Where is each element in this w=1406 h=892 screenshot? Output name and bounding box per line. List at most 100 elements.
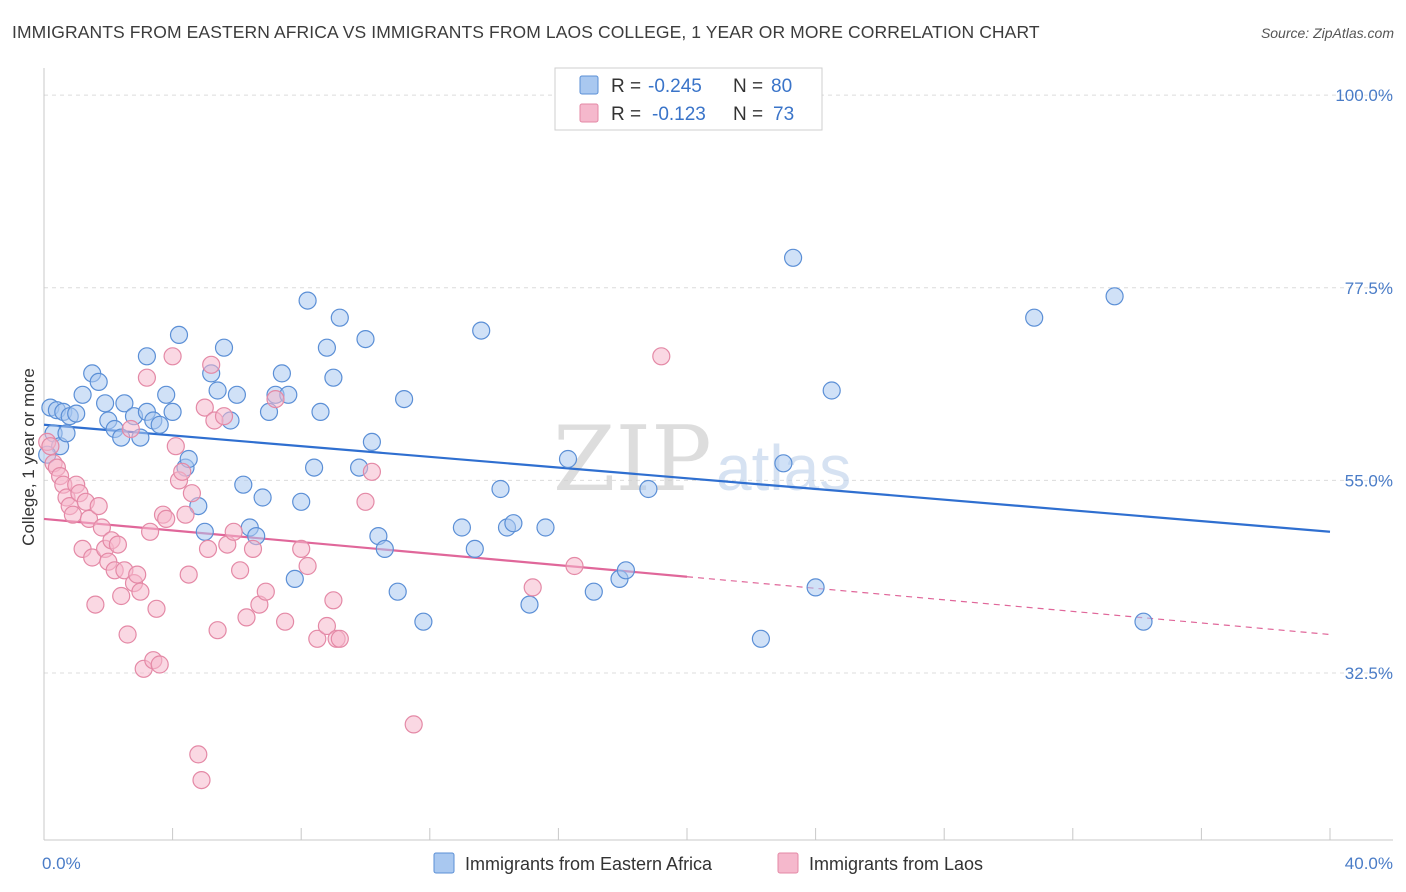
point-laos-13 bbox=[79, 509, 99, 529]
point-eastern-africa-24 bbox=[137, 347, 156, 366]
point-eastern-africa-34 bbox=[234, 475, 253, 494]
point-laos-43 bbox=[179, 565, 198, 584]
point-laos-49 bbox=[202, 355, 221, 374]
point-laos-64 bbox=[308, 629, 327, 648]
point-laos-63 bbox=[298, 556, 317, 576]
point-eastern-africa-55 bbox=[388, 582, 407, 601]
point-eastern-africa-66 bbox=[558, 449, 578, 469]
legend-n-label-1: N = bbox=[733, 76, 763, 97]
point-eastern-africa-20 bbox=[150, 415, 169, 434]
point-eastern-africa-54 bbox=[375, 539, 394, 559]
point-laos-16 bbox=[89, 497, 108, 516]
point-eastern-africa-79 bbox=[57, 424, 76, 443]
y-tick-label-0: 32.5% bbox=[1345, 664, 1393, 683]
point-eastern-africa-28 bbox=[195, 522, 214, 541]
point-eastern-africa-11 bbox=[95, 394, 115, 413]
point-eastern-africa-77 bbox=[1105, 287, 1124, 306]
point-laos-17 bbox=[92, 518, 112, 537]
y-tick-label-3: 100.0% bbox=[1335, 86, 1393, 105]
point-eastern-africa-40 bbox=[272, 364, 291, 383]
point-laos-71 bbox=[404, 715, 423, 734]
point-eastern-africa-8 bbox=[73, 385, 92, 404]
point-eastern-africa-63 bbox=[504, 514, 523, 533]
y-tick-label-2: 77.5% bbox=[1345, 279, 1393, 298]
point-laos-69 bbox=[356, 492, 375, 511]
series-swatch-laos bbox=[777, 852, 799, 874]
point-laos-29 bbox=[131, 582, 150, 601]
point-eastern-africa-10 bbox=[89, 372, 108, 391]
watermark: ZIP atlas bbox=[553, 407, 851, 512]
point-laos-1 bbox=[41, 437, 60, 456]
point-eastern-africa-58 bbox=[452, 518, 471, 537]
point-eastern-africa-30 bbox=[208, 381, 227, 400]
point-eastern-africa-71 bbox=[751, 629, 771, 648]
point-eastern-africa-4 bbox=[67, 404, 86, 423]
point-laos-35 bbox=[150, 655, 169, 674]
point-eastern-africa-42 bbox=[285, 569, 304, 589]
series-swatch-eastern-africa bbox=[433, 852, 455, 874]
point-laos-45 bbox=[189, 745, 208, 764]
point-laos-74 bbox=[652, 347, 671, 366]
chart-title: IMMIGRANTS FROM EASTERN AFRICA VS IMMIGR… bbox=[12, 22, 1040, 42]
point-laos-26 bbox=[121, 419, 140, 439]
point-laos-41 bbox=[173, 462, 192, 481]
x-tick-label-0: 0.0% bbox=[42, 854, 81, 873]
point-laos-72 bbox=[523, 578, 542, 597]
point-eastern-africa-59 bbox=[465, 539, 484, 559]
point-laos-57 bbox=[243, 539, 263, 559]
point-eastern-africa-48 bbox=[324, 368, 343, 387]
point-laos-8 bbox=[63, 505, 83, 524]
legend-n-value-2: 73 bbox=[773, 104, 794, 125]
trend-line-eastern-africa bbox=[43, 423, 1331, 533]
point-laos-52 bbox=[214, 407, 234, 426]
point-eastern-africa-61 bbox=[491, 479, 510, 499]
point-eastern-africa-44 bbox=[298, 291, 317, 310]
point-laos-60 bbox=[266, 390, 285, 409]
point-laos-15 bbox=[86, 595, 105, 614]
point-eastern-africa-57 bbox=[414, 612, 433, 631]
point-laos-25 bbox=[118, 625, 137, 644]
point-eastern-africa-73 bbox=[783, 248, 803, 267]
y-axis-label: College, 1 year or more bbox=[19, 368, 38, 546]
point-laos-56 bbox=[237, 608, 256, 627]
point-laos-42 bbox=[176, 505, 195, 524]
x-tick-labels: 0.0% 40.0% bbox=[42, 854, 1393, 873]
point-laos-44 bbox=[182, 484, 201, 503]
point-laos-39 bbox=[166, 437, 185, 456]
data-points bbox=[38, 248, 1153, 790]
point-eastern-africa-49 bbox=[330, 308, 349, 327]
grid-lines bbox=[44, 94, 1393, 674]
point-laos-61 bbox=[276, 612, 295, 631]
point-eastern-africa-76 bbox=[1025, 308, 1044, 327]
stats-legend-box bbox=[554, 67, 823, 131]
point-eastern-africa-69 bbox=[616, 561, 636, 580]
legend-r-value-2: -0.123 bbox=[652, 104, 706, 125]
legend-swatch-blue bbox=[579, 75, 599, 95]
point-laos-38 bbox=[163, 347, 182, 366]
point-eastern-africa-51 bbox=[356, 330, 375, 349]
stats-legend: R = -0.245 N = 80 R = -0.123 N = 73 bbox=[554, 67, 823, 131]
point-eastern-africa-60 bbox=[472, 321, 491, 340]
point-laos-46 bbox=[192, 770, 211, 790]
point-laos-37 bbox=[157, 509, 176, 529]
point-eastern-africa-70 bbox=[639, 479, 658, 499]
y-tick-label-1: 55.0% bbox=[1345, 471, 1393, 490]
legend-swatch-pink bbox=[579, 103, 599, 123]
point-eastern-africa-52 bbox=[362, 432, 381, 451]
point-laos-22 bbox=[108, 535, 128, 554]
point-laos-68 bbox=[330, 629, 349, 648]
point-eastern-africa-37 bbox=[253, 488, 272, 507]
series-legend: Immigrants from Eastern Africa Immigrant… bbox=[433, 852, 983, 874]
point-laos-47 bbox=[195, 398, 214, 417]
legend-r-label-1: R = bbox=[611, 76, 641, 97]
point-laos-55 bbox=[231, 561, 250, 580]
point-laos-65 bbox=[317, 616, 336, 636]
source-credit: Source: ZipAtlas.com bbox=[1260, 25, 1394, 41]
y-tick-labels: 32.5% 55.0% 77.5% 100.0% bbox=[1335, 86, 1393, 683]
point-eastern-africa-72 bbox=[774, 454, 793, 473]
point-eastern-africa-78 bbox=[1134, 612, 1153, 631]
point-laos-34 bbox=[147, 599, 166, 618]
point-laos-54 bbox=[224, 522, 243, 541]
point-eastern-africa-33 bbox=[227, 385, 246, 404]
